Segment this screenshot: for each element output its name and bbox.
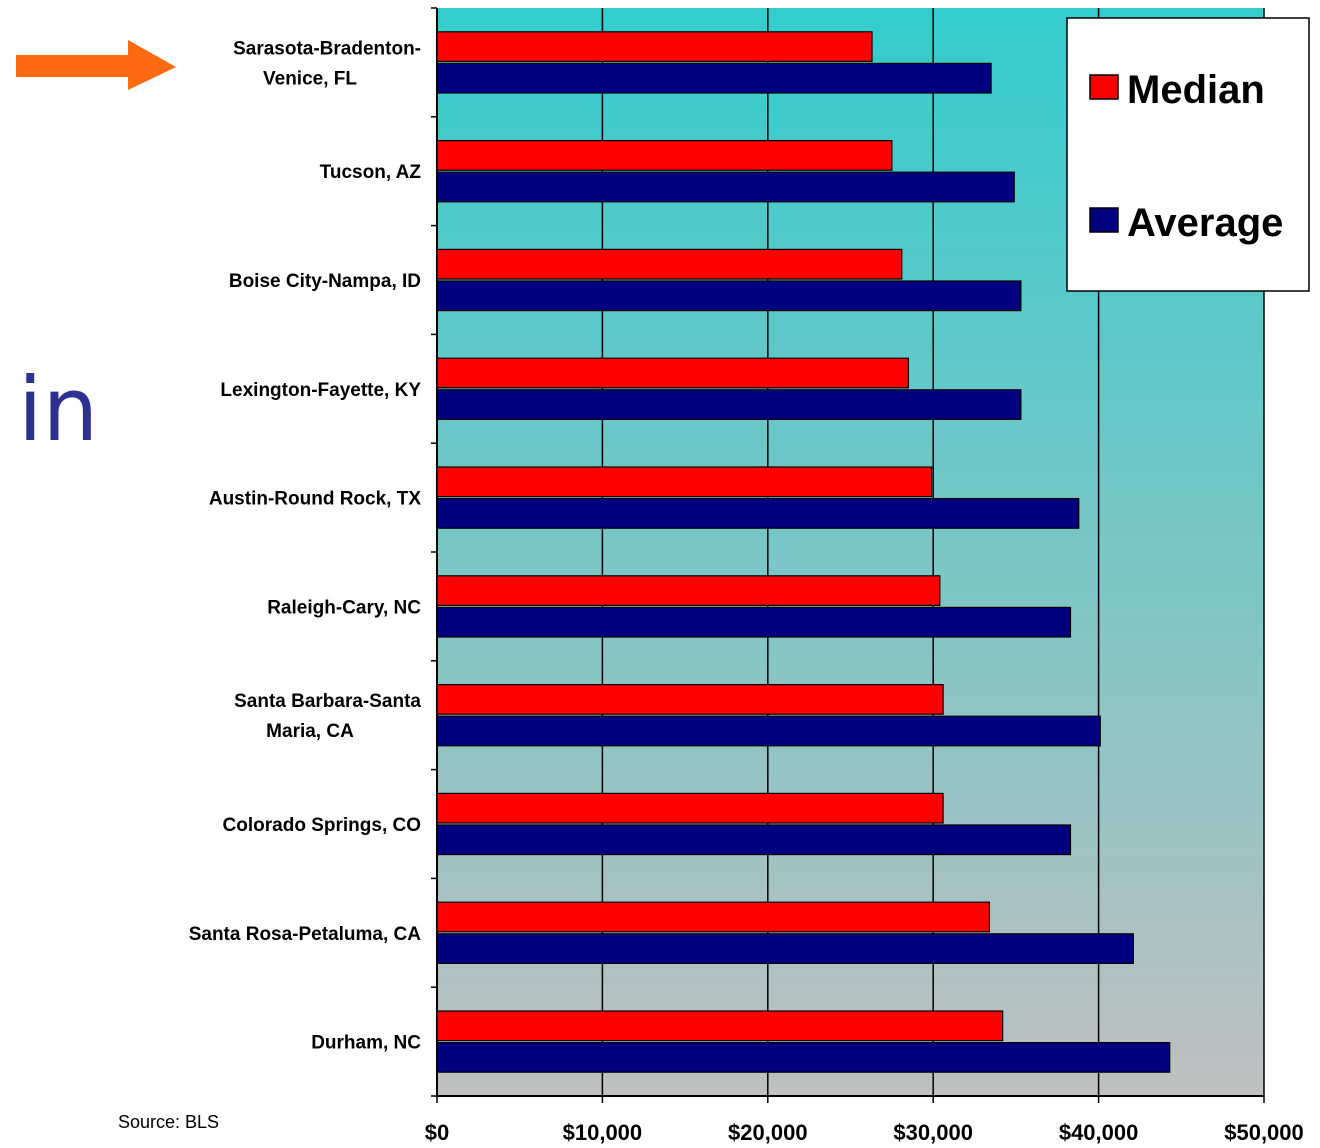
category-label: Maria, CA [266, 721, 354, 742]
category-label: Raleigh-Cary, NC [267, 597, 421, 618]
legend-box [1066, 17, 1310, 292]
bar-average [436, 824, 1072, 856]
category-label: Santa Barbara-Santa [234, 691, 421, 712]
category-label: Tucson, AZ [320, 162, 422, 183]
category-label: Boise City-Nampa, ID [229, 271, 421, 292]
category-label: Durham, NC [311, 1033, 421, 1054]
category-label: Santa Rosa-Petaluma, CA [189, 924, 422, 945]
bar-median [436, 31, 873, 62]
bar-average [436, 1041, 1171, 1073]
bar-average [436, 715, 1101, 747]
bar-median [436, 792, 944, 824]
x-tick-label: $30,000 [893, 1120, 973, 1145]
bar-median [436, 684, 944, 715]
right-arrow-icon [16, 40, 176, 90]
bar-average [436, 171, 1015, 203]
bar-median [436, 140, 893, 171]
bar-median [436, 575, 941, 606]
x-tick-label: $0 [425, 1120, 449, 1145]
legend-label-median: Median [1127, 68, 1265, 112]
legend-swatch-average [1089, 207, 1119, 233]
side-text: in [18, 358, 98, 461]
category-label: Lexington-Fayette, KY [220, 380, 421, 401]
bar-median [436, 357, 909, 389]
x-tick-label: $20,000 [728, 1120, 808, 1145]
bar-median [436, 1010, 1004, 1042]
source-note: Source: BLS [118, 1112, 219, 1132]
category-label: Venice, FL [263, 68, 357, 89]
category-label: Sarasota-Bradenton- [233, 38, 421, 59]
legend-swatch-median [1089, 74, 1119, 100]
x-tick-label: $10,000 [563, 1120, 643, 1145]
category-label: Colorado Springs, CO [223, 815, 421, 836]
x-tick-label: $40,000 [1059, 1120, 1139, 1145]
bar-average [436, 606, 1072, 638]
bar-average [436, 389, 1022, 420]
bar-median [436, 248, 903, 280]
bar-median [436, 901, 991, 933]
bar-average [436, 280, 1022, 312]
bar-average [436, 933, 1134, 964]
x-tick-label: $50,000 [1224, 1120, 1304, 1145]
legend-label-average: Average [1127, 201, 1283, 245]
bar-average [436, 62, 992, 94]
bar-average [436, 498, 1080, 529]
bar-median [436, 466, 933, 498]
category-label: Austin-Round Rock, TX [209, 489, 421, 510]
